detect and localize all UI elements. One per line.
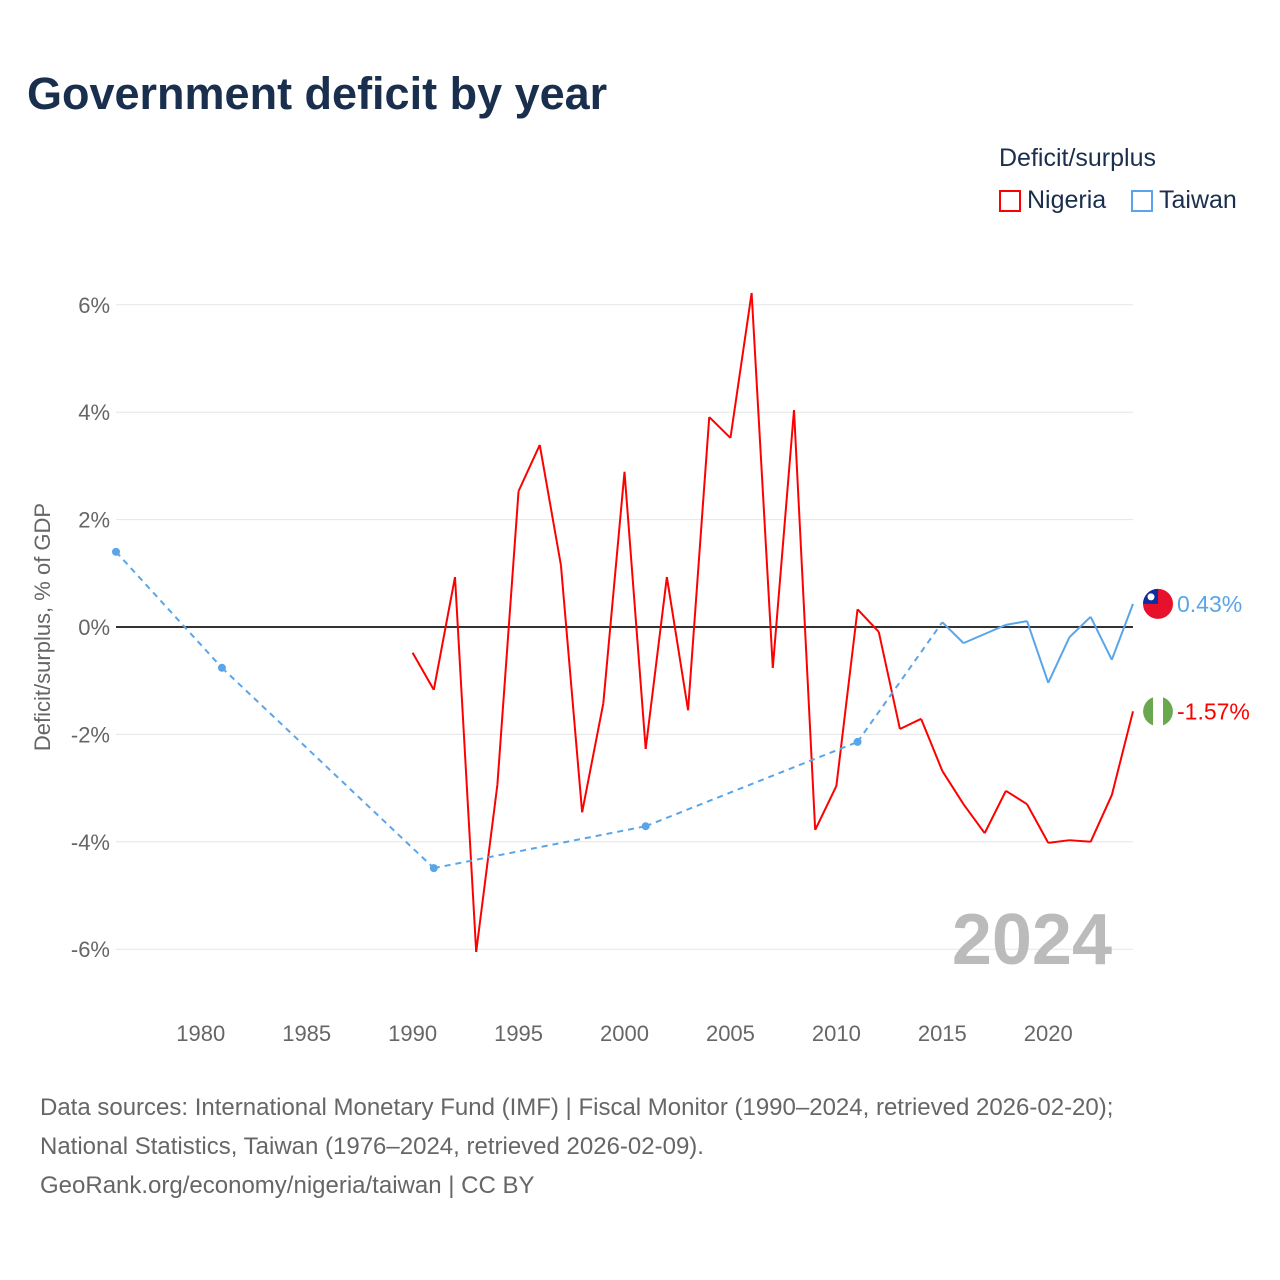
nigeria-segment	[899, 717, 922, 730]
nigeria-segment	[623, 471, 647, 749]
x-tick-label: 2000	[600, 1021, 649, 1046]
nigeria-segment	[856, 608, 880, 633]
x-tick-label: 2005	[706, 1021, 755, 1046]
nigeria-segment	[665, 576, 690, 711]
taiwan-segment	[221, 667, 435, 869]
legend-swatch	[1131, 189, 1153, 212]
taiwan-point	[641, 822, 650, 831]
nigeria-flag-left	[1143, 697, 1153, 726]
year-watermark: 2024	[952, 900, 1112, 980]
x-tick-label: 1985	[282, 1021, 331, 1046]
nigeria-segment	[496, 491, 520, 785]
nigeria-segment	[559, 565, 584, 813]
nigeria-segment	[432, 576, 456, 691]
nigeria-segment	[581, 703, 605, 813]
taiwan-segment	[984, 623, 1007, 635]
x-tick-label: 1995	[494, 1021, 543, 1046]
y-tick-label: -6%	[71, 937, 110, 962]
nigeria-segment	[475, 784, 499, 953]
legend-title: Deficit/surplus	[999, 144, 1156, 172]
legend-item-nigeria[interactable]: Nigeria	[999, 186, 1106, 215]
nigeria-segment	[644, 576, 668, 750]
plot-area: 6% 4% 2% 0% -2% -4% -6% 1980 1985 1990 1995 2000 200…	[30, 292, 1250, 1046]
nigeria-segment	[454, 577, 478, 952]
taiwan-point	[429, 864, 438, 873]
nigeria-segment	[687, 416, 711, 711]
taiwan-segment	[433, 825, 646, 870]
legend-swatch	[999, 189, 1021, 212]
y-tick-label: 0%	[78, 615, 110, 640]
nigeria-segment	[538, 444, 562, 566]
nigeria-segment	[1048, 839, 1070, 844]
nigeria-segment	[920, 718, 944, 772]
nigeria-segment	[771, 409, 795, 668]
legend-label: Taiwan	[1159, 186, 1237, 214]
nigeria-segment	[877, 631, 901, 730]
taiwan-segment	[1005, 620, 1028, 626]
source-line: Data sources: International Monetary Fun…	[40, 1094, 1114, 1121]
taiwan-segment	[1089, 616, 1113, 661]
taiwan-point	[217, 663, 226, 672]
legend-label: Nigeria	[1027, 186, 1107, 214]
taiwan-segment	[1047, 636, 1071, 684]
x-tick-label: 1980	[176, 1021, 225, 1046]
nigeria-segment	[517, 444, 541, 492]
taiwan-segment	[645, 740, 858, 828]
y-tick-label: -4%	[71, 830, 110, 855]
taiwan-segment	[1110, 603, 1134, 661]
taiwan-segment	[856, 621, 944, 743]
y-tick-label: -2%	[71, 722, 110, 747]
y-tick-label: 6%	[78, 293, 110, 318]
taiwan-point	[112, 547, 120, 556]
nigeria-segment	[1005, 789, 1028, 806]
nigeria-segment	[1089, 794, 1113, 843]
y-tick-label: 4%	[78, 400, 110, 425]
legend-item-taiwan[interactable]: Taiwan	[1131, 186, 1237, 215]
nigeria-segment	[750, 292, 774, 668]
nigeria-segment	[411, 652, 435, 691]
taiwan-flag-sun	[1147, 593, 1155, 601]
taiwan-segment	[1026, 620, 1050, 684]
attribution-link[interactable]: GeoRank.org/economy/nigeria/taiwan | CC …	[40, 1172, 535, 1199]
nigeria-segment	[602, 471, 626, 704]
taiwan-segment	[115, 551, 223, 669]
y-tick-label: 2%	[78, 508, 110, 533]
nigeria-flag-right	[1163, 697, 1173, 726]
nigeria-segment	[1069, 839, 1091, 843]
nigeria-segment	[729, 292, 753, 439]
nigeria-segment	[814, 785, 838, 831]
taiwan-point	[853, 737, 862, 746]
nigeria-segment	[962, 803, 986, 834]
nigeria-segment	[941, 770, 965, 805]
y-axis-label: Deficit/surplus, % of GDP	[30, 503, 55, 751]
nigeria-segment	[708, 416, 732, 439]
nigeria-end-label: -1.57%	[1177, 698, 1250, 724]
source-line: National Statistics, Taiwan (1976–2024, …	[40, 1133, 704, 1160]
taiwan-end-label: 0.43%	[1177, 591, 1242, 617]
taiwan-segment	[1068, 616, 1092, 638]
nigeria-segment	[1026, 803, 1050, 844]
nigeria-segment	[835, 609, 859, 787]
footer: Data sources: International Monetary Fun…	[40, 1088, 1113, 1205]
chart-title: Government deficit by year	[27, 68, 608, 119]
x-tick-label: 1990	[388, 1021, 437, 1046]
x-tick-label: 2020	[1024, 1021, 1073, 1046]
x-tick-label: 2015	[918, 1021, 967, 1046]
taiwan-segment	[941, 621, 965, 644]
nigeria-segment	[983, 790, 1007, 834]
taiwan-segment	[963, 633, 986, 645]
x-tick-label: 2010	[812, 1021, 861, 1046]
nigeria-segment	[793, 410, 817, 831]
nigeria-segment	[1110, 711, 1134, 796]
